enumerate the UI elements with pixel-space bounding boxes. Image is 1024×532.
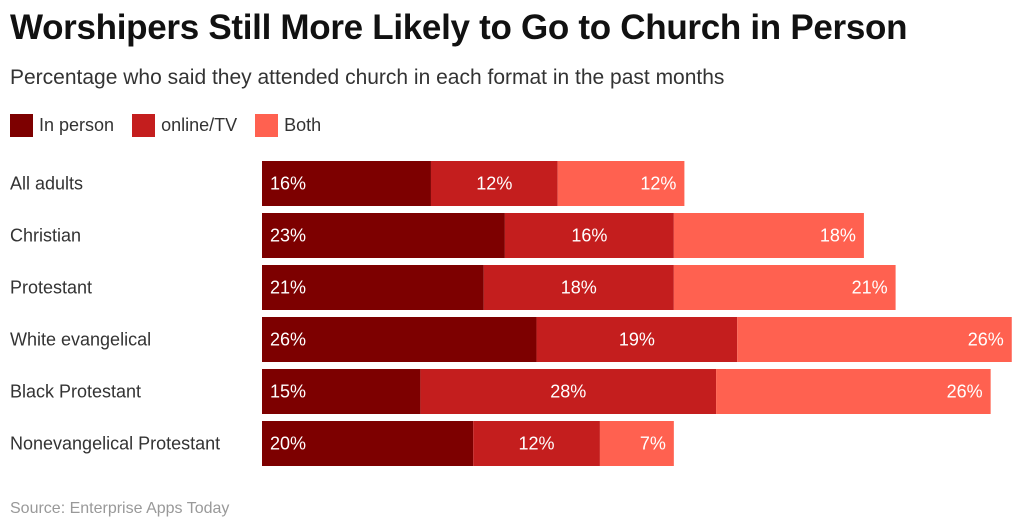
data-label: 16%: [270, 174, 306, 194]
legend-item-in-person: In person: [10, 114, 114, 137]
category-label: All adults: [10, 174, 83, 194]
bar-segment: [599, 421, 674, 466]
data-label: 19%: [619, 330, 655, 350]
bar-segment: [262, 161, 431, 206]
data-label: 18%: [561, 278, 597, 298]
bar-segment: [262, 421, 474, 466]
data-label: 16%: [571, 226, 607, 246]
category-label: White evangelical: [10, 330, 151, 350]
bar-segment: [483, 265, 674, 310]
chart-subtitle: Percentage who said they attended church…: [10, 66, 725, 89]
data-label: 12%: [476, 174, 512, 194]
data-label: 26%: [947, 382, 983, 402]
legend-swatch: [10, 114, 33, 137]
data-label: 28%: [550, 382, 586, 402]
data-label: 15%: [270, 382, 306, 402]
bar-segment: [430, 161, 558, 206]
category-label: Nonevangelical Protestant: [10, 434, 220, 454]
data-label: 20%: [270, 434, 306, 454]
data-label: 12%: [640, 174, 676, 194]
legend: In person online/TV Both: [10, 114, 321, 137]
data-label: 12%: [519, 434, 555, 454]
legend-label: Both: [284, 115, 322, 135]
legend-label: online/TV: [161, 115, 238, 135]
data-label: 26%: [968, 330, 1004, 350]
bar-segment: [673, 265, 896, 310]
bar-segment: [737, 317, 1012, 362]
bar-segment: [673, 213, 864, 258]
bar-segment: [473, 421, 600, 466]
legend-swatch: [132, 114, 156, 137]
category-label: Christian: [10, 226, 81, 246]
legend-swatch: [255, 114, 279, 137]
legend-label: In person: [39, 115, 115, 135]
bar-segment: [536, 317, 738, 362]
data-label: 21%: [852, 278, 888, 298]
data-label: 21%: [270, 278, 306, 298]
source-note: Source: Enterprise Apps Today: [10, 500, 230, 517]
legend-item-both: Both: [255, 114, 321, 137]
legend-item-online-tv: online/TV: [132, 114, 237, 137]
data-label: 23%: [270, 226, 306, 246]
bar-segment: [557, 161, 685, 206]
data-label: 18%: [820, 226, 856, 246]
bar-segment: [262, 213, 505, 258]
bar-segment: [262, 265, 484, 310]
category-label: Black Protestant: [10, 382, 141, 402]
bar-segment: [262, 369, 421, 414]
category-label: Protestant: [10, 278, 92, 298]
bar-segment: [504, 213, 674, 258]
chart-title: Worshipers Still More Likely to Go to Ch…: [10, 8, 908, 47]
data-label: 7%: [640, 434, 666, 454]
bar-segment: [420, 369, 717, 414]
bar-segment: [262, 317, 537, 362]
data-label: 26%: [270, 330, 306, 350]
bar-segment: [716, 369, 991, 414]
